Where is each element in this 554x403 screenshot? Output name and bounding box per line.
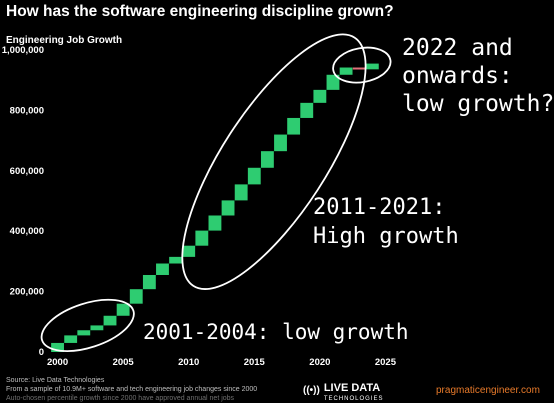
- waterfall-bar: [182, 245, 196, 257]
- waterfall-bar: [300, 102, 314, 118]
- x-tick-label: 2005: [113, 357, 135, 368]
- y-tick-label: 200,000: [10, 287, 44, 298]
- annotation-circles: [40, 33, 392, 352]
- waterfall-bar: [103, 315, 117, 326]
- annotation-mid: 2011-2021: High growth: [313, 195, 459, 249]
- early-growth-circle: [40, 298, 135, 352]
- source-note: Source: Live Data Technologies From a sa…: [6, 376, 257, 403]
- waterfall-bar: [90, 325, 104, 331]
- broadcast-icon: ((•)): [303, 384, 320, 396]
- x-tick-label: 2020: [309, 357, 330, 368]
- x-tick-label: 2025: [375, 357, 397, 368]
- source-line-3: Auto-chosen percentile growth since 2000…: [6, 395, 235, 402]
- annotation-late: 2022 and onwards: low growth?: [402, 35, 554, 117]
- waterfall-bar: [274, 134, 287, 152]
- waterfall-bar: [195, 230, 209, 246]
- waterfall-bar: [313, 89, 327, 103]
- waterfall-bar: [365, 63, 379, 70]
- y-axis-label: Engineering Job Growth: [6, 35, 122, 46]
- high-growth-circle: [181, 33, 367, 290]
- bars: [51, 63, 379, 352]
- annotation-early: 2001-2004: low growth: [143, 320, 409, 344]
- waterfall-bar: [64, 335, 78, 343]
- y-tick-label: 0: [39, 347, 44, 358]
- waterfall-bar: [352, 67, 366, 70]
- waterfall-bar: [247, 167, 261, 185]
- y-tick-label: 600,000: [10, 166, 44, 177]
- waterfall-bar: [208, 215, 222, 231]
- x-tick-label: 2000: [47, 357, 68, 368]
- waterfall-bar: [169, 256, 183, 264]
- waterfall-bar: [142, 274, 156, 290]
- x-ticks: 2000 2005 2010 2015 2020 2025: [47, 357, 397, 368]
- brand-logo: ((•)) LIVE DATA TECHNOLOGIES: [303, 378, 384, 403]
- brand-subtitle: TECHNOLOGIES: [323, 396, 384, 402]
- waterfall-bar: [326, 74, 340, 90]
- watermark: pragmaticengineer.com: [436, 385, 540, 396]
- waterfall-bar: [287, 117, 301, 135]
- waterfall-bar: [234, 184, 248, 201]
- y-tick-label: 400,000: [10, 226, 44, 237]
- source-line-2: From a sample of 10.9M+ software and tec…: [6, 386, 258, 393]
- waterfall-bar: [77, 330, 91, 336]
- waterfall-bar: [129, 289, 143, 304]
- late-growth-circle: [332, 46, 392, 84]
- waterfall-bar: [260, 151, 274, 168]
- brand-name: LIVE DATA: [323, 382, 381, 394]
- waterfall-bar: [51, 342, 64, 352]
- waterfall-bar: [339, 67, 353, 75]
- x-tick-label: 2010: [178, 357, 199, 368]
- waterfall-bar: [156, 263, 169, 275]
- waterfall-bar: [116, 303, 130, 316]
- page-title: How has the software engineering discipl…: [6, 3, 394, 20]
- y-tick-label: 800,000: [10, 105, 44, 116]
- x-tick-label: 2015: [244, 357, 266, 368]
- y-ticks: 0 200,000 400,000 600,000 800,000 1,000,000: [2, 45, 44, 358]
- source-line-1: Source: Live Data Technologies: [6, 377, 105, 384]
- waterfall-bar: [221, 200, 235, 216]
- y-tick-label: 1,000,000: [2, 45, 44, 56]
- annotations: 2022 and onwards: low growth? 2011-2021: Hig…: [143, 35, 554, 344]
